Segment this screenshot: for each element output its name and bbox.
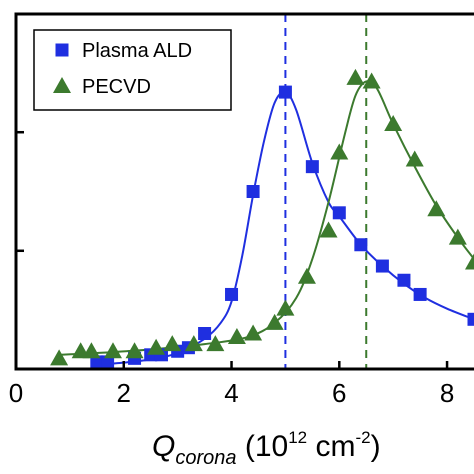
data-point-s1-3 [103, 342, 122, 359]
data-point-s0-13 [354, 238, 368, 252]
data-point-s1-20 [427, 200, 446, 217]
data-point-s0-11 [305, 160, 319, 174]
data-point-s0-0 [90, 355, 104, 369]
x-axis-exponent: 12 [288, 428, 307, 447]
fit-curves [59, 80, 474, 366]
data-point-s1-18 [384, 115, 403, 132]
x-tick-labels: 0 2 4 6 8 [9, 378, 455, 408]
legend: Plasma ALD PECVD [33, 29, 232, 111]
data-point-s1-14 [319, 221, 338, 238]
data-point-s1-16 [346, 68, 365, 85]
x-axis-unit-close: ) [371, 430, 381, 463]
data-points [50, 68, 474, 369]
data-point-s1-12 [276, 299, 295, 316]
data-point-s0-9 [246, 185, 260, 198]
x-axis-unit-open: (10 [237, 430, 289, 463]
data-point-s1-6 [163, 335, 182, 352]
reference-lines [284, 14, 368, 369]
x-tick-label-2: 4 [224, 378, 238, 408]
plot-frame [14, 12, 474, 371]
data-point-s1-4 [125, 342, 144, 359]
data-point-s1-5 [147, 338, 166, 355]
data-point-s1-0 [50, 349, 69, 366]
x-axis-title: Qcorona (1012 cm-2) [152, 428, 381, 469]
data-point-s0-7 [198, 327, 212, 340]
data-point-s0-10 [278, 85, 292, 99]
data-point-s1-22 [465, 253, 474, 270]
x-axis-symbol: Q [152, 430, 175, 463]
data-point-s0-12 [332, 206, 346, 220]
x-axis-unit-mid: cm [307, 430, 355, 463]
data-point-s1-19 [405, 150, 424, 167]
axis-ticks [14, 130, 449, 369]
data-point-s1-11 [265, 313, 284, 330]
data-point-s1-10 [244, 324, 263, 341]
data-point-s1-17 [362, 72, 381, 89]
x-tick-label-4: 8 [440, 378, 454, 408]
x-tick-label-1: 2 [117, 378, 131, 408]
data-point-s1-7 [184, 335, 203, 352]
x-axis-unit-exponent: -2 [355, 428, 370, 447]
legend-box [33, 29, 232, 111]
data-point-s1-9 [227, 328, 246, 345]
x-tick-label-3: 6 [332, 378, 346, 408]
legend-marker-1 [53, 77, 71, 93]
data-point-s0-14 [375, 259, 389, 273]
data-point-s0-16 [413, 287, 427, 301]
data-point-s0-8 [225, 287, 239, 301]
data-point-s1-13 [297, 267, 316, 284]
data-point-s0-17 [467, 312, 474, 326]
data-point-s1-21 [448, 228, 467, 245]
legend-label-1: PECVD [82, 76, 151, 98]
data-point-s1-15 [330, 143, 349, 160]
legend-marker-0 [55, 43, 69, 57]
fit-curve-1 [59, 80, 474, 356]
data-point-s0-1 [101, 355, 115, 369]
x-tick-label-0: 0 [9, 378, 23, 408]
legend-label-0: Plasma ALD [82, 40, 192, 62]
data-point-s1-2 [82, 342, 101, 359]
data-point-s0-15 [397, 273, 411, 287]
data-point-s1-8 [206, 335, 225, 352]
x-axis-subscript: corona [175, 447, 236, 469]
